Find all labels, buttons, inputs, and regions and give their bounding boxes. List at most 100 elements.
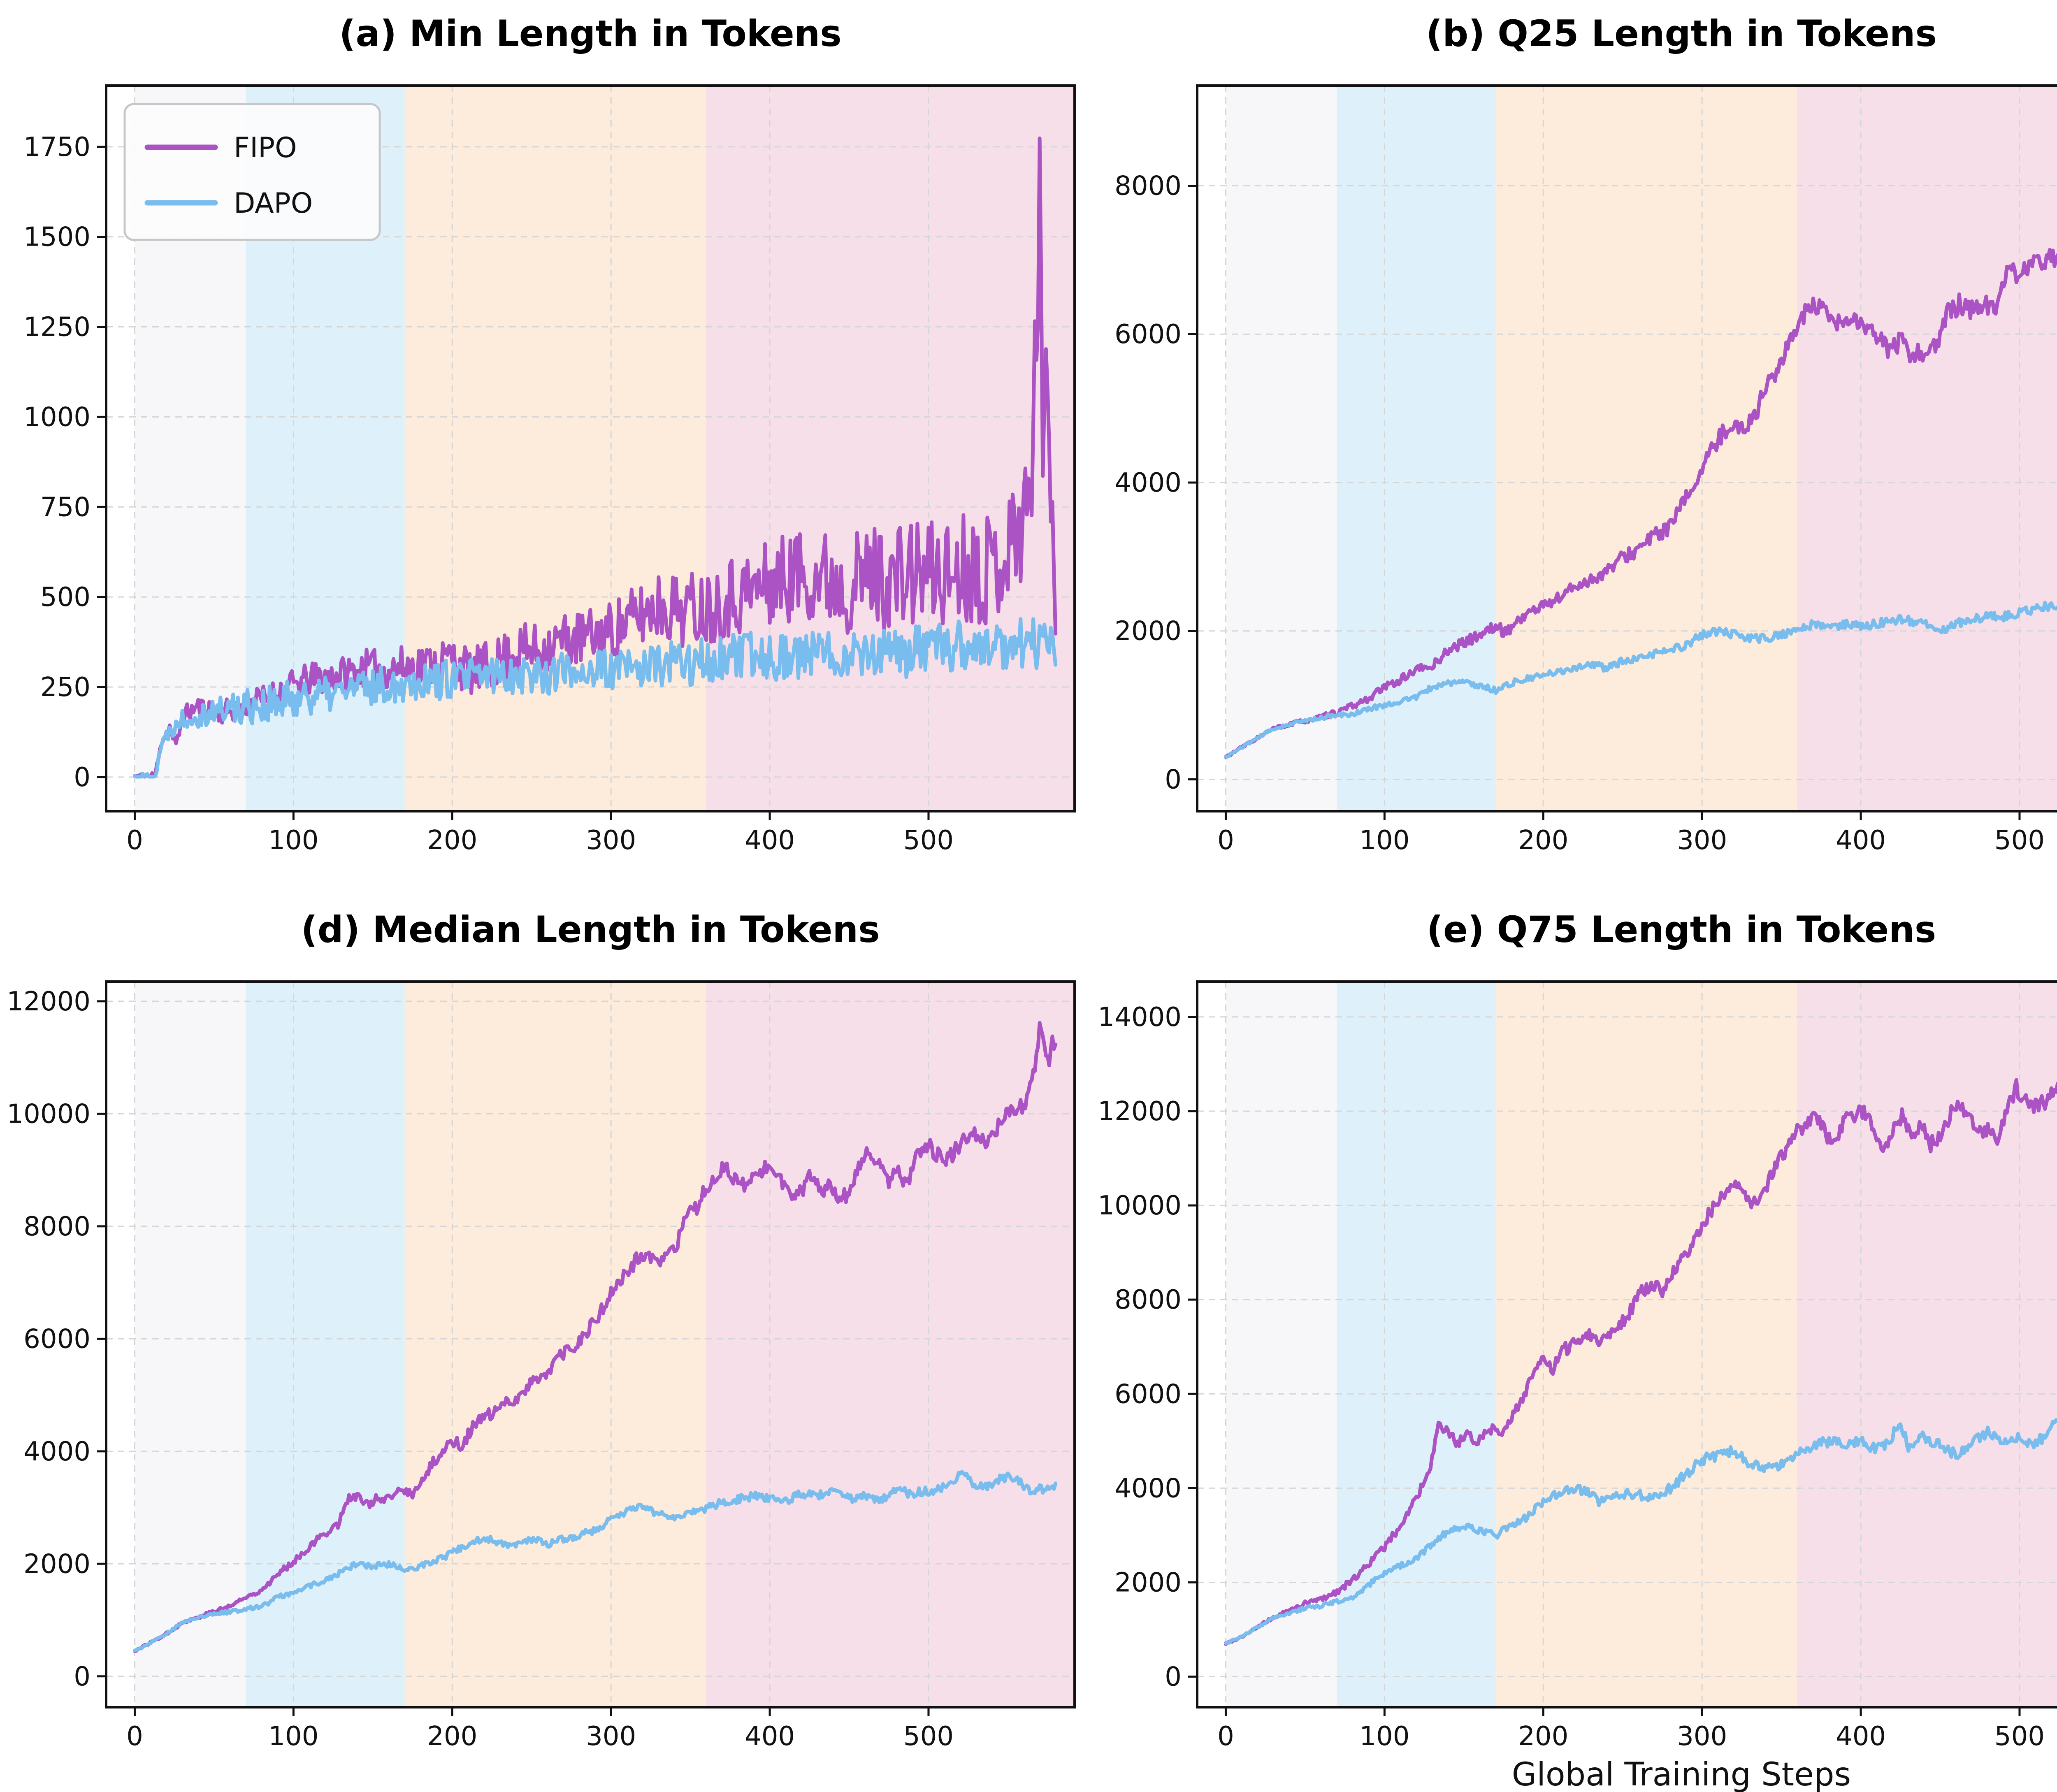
stage-band [706, 982, 1075, 1707]
stage-band [404, 982, 706, 1707]
stage-band [1337, 982, 1496, 1707]
axes-frame [105, 84, 1076, 812]
x-tick-label: 500 [1994, 1721, 2045, 1752]
panel-title: (a) Min Length in Tokens [339, 12, 841, 55]
y-tick-label: 6000 [1114, 319, 1182, 350]
series-line-fipo [1224, 248, 2057, 759]
stage-band [706, 86, 1075, 811]
x-tick-label: 100 [1359, 1721, 1409, 1752]
stage-band [1797, 86, 2057, 811]
x-tick-label: 100 [1359, 825, 1409, 856]
y-tick-label: 1750 [23, 132, 91, 162]
x-tick-label: 300 [1677, 825, 1727, 856]
grid-lines [106, 982, 1075, 1707]
x-tick-label: 200 [1518, 1721, 1568, 1752]
y-tick-label: 2000 [1114, 616, 1182, 647]
stage-band [135, 982, 246, 1707]
y-tick-label: 2000 [23, 1549, 91, 1579]
x-tick-label: 300 [1677, 1721, 1727, 1752]
stage-band [404, 86, 706, 811]
x-tick-label: 500 [903, 825, 954, 856]
x-tick-label: 300 [586, 825, 636, 856]
y-tick-label: 750 [40, 492, 91, 522]
q25-length-chart: 0 100 200 300 400 500 0 2000 4000 6000 8000 (b) Q25… [1114, 12, 2057, 856]
y-tick-label: 4000 [1114, 468, 1182, 498]
stage-bands [1226, 982, 2057, 1707]
stage-bands [1226, 86, 2057, 811]
x-axis-label: Global Training Steps [1512, 1756, 1851, 1792]
y-tick-label: 0 [74, 762, 91, 793]
grid-lines [106, 86, 1075, 811]
q75-length-chart: 0 100 200 300 400 500 0 2000 4000 6000 8000 10000 12… [1098, 908, 2057, 1792]
stage-band [246, 982, 405, 1707]
axes-frame [1196, 980, 2057, 1708]
y-tick-label: 6000 [23, 1324, 91, 1354]
x-tick-label: 500 [1994, 825, 2045, 856]
y-tick-label: 8000 [1114, 1285, 1182, 1315]
x-tick-label: 500 [903, 1721, 954, 1752]
x-tick-label: 0 [1217, 825, 1234, 856]
y-tick-label: 2000 [1114, 1567, 1182, 1598]
series-line-dapo [133, 1470, 1058, 1653]
legend-label: FIPO [234, 132, 297, 164]
stage-band [1337, 86, 1496, 811]
x-tick-label: 100 [268, 825, 318, 856]
stage-bands [135, 982, 1075, 1707]
x-tick-label: 400 [1836, 825, 1886, 856]
series-line-dapo [133, 617, 1058, 779]
y-tick-label: 4000 [1114, 1473, 1182, 1504]
x-tick-label: 100 [268, 1721, 318, 1752]
panel-title: (b) Q25 Length in Tokens [1426, 12, 1937, 55]
y-tick-label: 0 [1165, 1662, 1182, 1692]
y-tick-label: 8000 [1114, 171, 1182, 201]
axes-frame [105, 980, 1076, 1708]
min-length-chart: 0 100 200 300 400 500 0 250 500 750 1000 1250 1500 17… [23, 12, 1076, 856]
series-line-fipo [133, 1021, 1058, 1653]
axes-frame [1196, 84, 2057, 812]
y-tick-label: 10000 [7, 1099, 91, 1129]
y-tick-label: 500 [40, 582, 91, 613]
median-length-chart: 0 100 200 300 400 500 0 2000 4000 6000 8000 10000 12… [7, 908, 1076, 1752]
y-tick-label: 0 [1165, 764, 1182, 795]
y-tick-label: 1000 [23, 402, 91, 432]
x-tick-label: 400 [745, 1721, 795, 1752]
x-tick-label: 200 [427, 825, 477, 856]
grid-lines [1197, 86, 2057, 811]
stage-band [1495, 982, 1797, 1707]
x-tick-label: 400 [745, 825, 795, 856]
y-tick-label: 250 [40, 672, 91, 703]
y-tick-label: 6000 [1114, 1379, 1182, 1409]
x-tick-label: 200 [427, 1721, 477, 1752]
x-tick-label: 300 [586, 1721, 636, 1752]
x-tick-label: 0 [126, 825, 143, 856]
panel-e-q75-length: 0 100 200 300 400 500 0 2000 4000 6000 8000 10000 12… [1091, 896, 2057, 1792]
panel-title: (e) Q75 Length in Tokens [1427, 908, 1936, 951]
y-tick-label: 0 [74, 1662, 91, 1692]
axis-ticks: 0 100 200 300 400 500 0 2000 4000 6000 8000 10000 12… [7, 987, 954, 1752]
y-tick-label: 1500 [23, 222, 91, 253]
y-tick-label: 14000 [1098, 1002, 1182, 1033]
stage-band [1226, 982, 1337, 1707]
y-tick-label: 1250 [23, 312, 91, 343]
x-tick-label: 0 [126, 1721, 143, 1752]
y-tick-label: 10000 [1098, 1191, 1182, 1221]
panel-a-min-length: 0 100 200 300 400 500 0 250 500 750 1000 1250 1500 17… [0, 0, 1091, 896]
y-tick-label: 12000 [7, 987, 91, 1017]
stage-band [1495, 86, 1797, 811]
axis-ticks: 0 100 200 300 400 500 0 2000 4000 6000 8000 [1114, 171, 2045, 856]
x-tick-label: 200 [1518, 825, 1568, 856]
panel-d-median-length: 0 100 200 300 400 500 0 2000 4000 6000 8000 10000 12… [0, 896, 1091, 1792]
axis-ticks: 0 100 200 300 400 500 0 250 500 750 1000 1250 1500 17… [23, 132, 954, 856]
legend-label: DAPO [234, 187, 313, 220]
panel-title: (d) Median Length in Tokens [301, 908, 880, 951]
y-tick-label: 12000 [1098, 1096, 1182, 1127]
series-line-dapo [1224, 1418, 2057, 1645]
axis-ticks: 0 100 200 300 400 500 0 2000 4000 6000 8000 10000 12… [1098, 1002, 2045, 1752]
x-tick-label: 400 [1836, 1721, 1886, 1752]
series-line-fipo [1224, 1078, 2057, 1646]
x-tick-label: 0 [1217, 1721, 1234, 1752]
y-tick-label: 8000 [23, 1212, 91, 1242]
series-legend: FIPO DAPO [123, 103, 381, 241]
stage-band [1226, 86, 1337, 811]
